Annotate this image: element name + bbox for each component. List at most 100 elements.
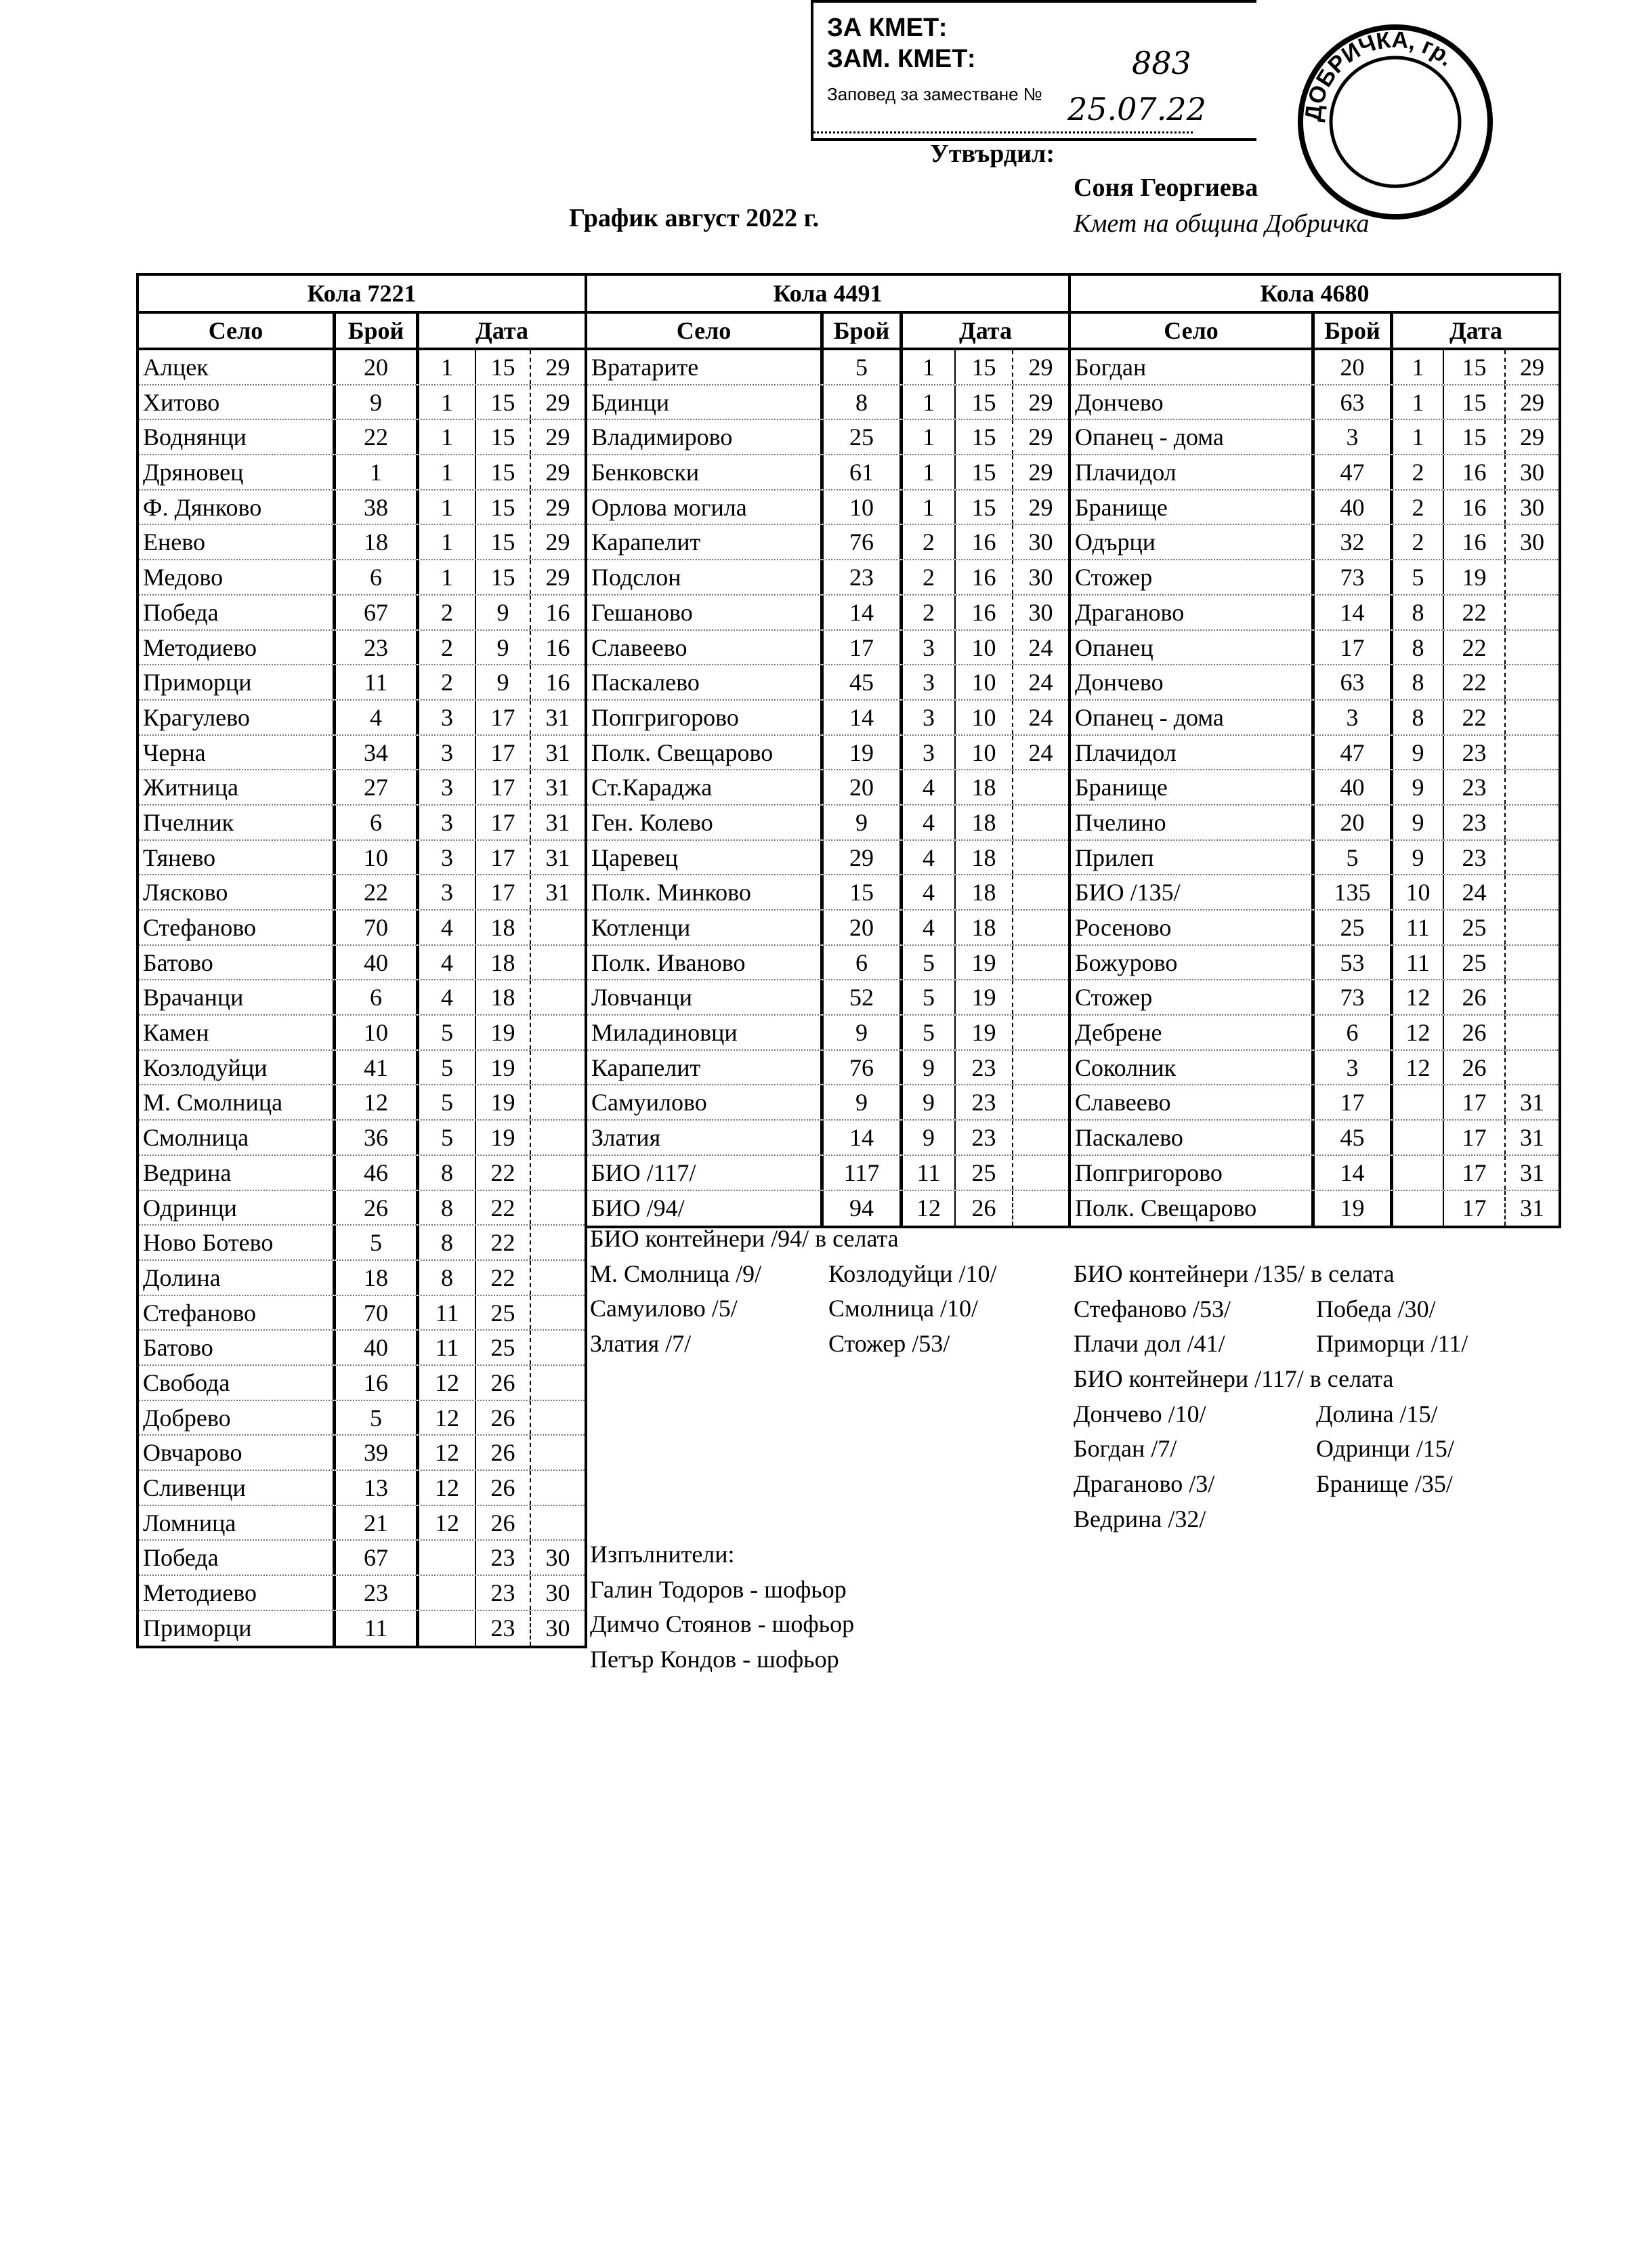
table-row: Батово 40 4 18 bbox=[139, 945, 585, 981]
date-cell: 3 bbox=[903, 630, 956, 665]
count-cell: 41 bbox=[336, 1050, 419, 1085]
date-cell bbox=[531, 1506, 585, 1540]
date-cell: 30 bbox=[1028, 598, 1053, 626]
table-row: Козлодуйци 41 5 19 bbox=[139, 1050, 585, 1086]
village-cell: Ф. Дянково bbox=[139, 490, 336, 524]
date-cell: 25 bbox=[476, 1331, 531, 1364]
date-cell: 10 bbox=[956, 630, 1013, 665]
count-cell: 6 bbox=[824, 945, 903, 980]
header-date: Дата bbox=[1449, 317, 1502, 344]
date-cell: 24 bbox=[1028, 703, 1053, 731]
count-cell: 14 bbox=[824, 1121, 903, 1154]
date-cell bbox=[1013, 1191, 1068, 1226]
date-cell: 26 bbox=[476, 1436, 531, 1469]
date-cell: 17 bbox=[476, 875, 531, 909]
date-cell: 26 bbox=[476, 1400, 531, 1435]
date-cell bbox=[531, 1366, 585, 1400]
village-cell: Одърци bbox=[1071, 525, 1315, 560]
date-cell bbox=[1506, 596, 1559, 629]
count-cell: 27 bbox=[336, 770, 419, 804]
date-cell: 12 bbox=[419, 1505, 476, 1540]
count-cell: 47 bbox=[1315, 455, 1393, 489]
table-row: Ловчанци 52 5 19 bbox=[587, 980, 1068, 1016]
table-row: Драганово 14 8 22 bbox=[1071, 595, 1559, 631]
date-cell: 2 bbox=[419, 630, 476, 665]
count-cell: 14 bbox=[824, 595, 903, 629]
date-cell: 2 bbox=[1393, 490, 1444, 524]
date-cell: 8 bbox=[1393, 665, 1444, 699]
village-cell: Стефаново bbox=[139, 1295, 336, 1330]
date-cell: 9 bbox=[1393, 805, 1444, 839]
date-cell: 15 bbox=[956, 490, 1013, 524]
count-cell: 76 bbox=[824, 525, 903, 560]
count-cell: 6 bbox=[336, 805, 419, 839]
village-cell: Черна bbox=[139, 735, 336, 770]
count-cell: 10 bbox=[336, 1016, 419, 1049]
date-cell bbox=[1393, 1155, 1444, 1190]
table-row: Бранище 40 2 16 30 bbox=[1071, 490, 1559, 526]
date-cell: 15 bbox=[956, 350, 1013, 384]
village-cell: Смолница bbox=[139, 1121, 336, 1154]
note-text: М. Смолница /9/ bbox=[590, 1259, 762, 1287]
table-row: Пчелник 6 3 17 31 bbox=[139, 805, 585, 841]
date-cell bbox=[531, 1226, 585, 1259]
count-cell: 45 bbox=[1315, 1121, 1393, 1154]
village-cell: Златия bbox=[587, 1121, 824, 1154]
date-cell: 29 bbox=[1520, 423, 1544, 451]
date-cell: 29 bbox=[545, 564, 570, 591]
date-cell: 8 bbox=[1393, 700, 1444, 734]
date-cell: 18 bbox=[476, 980, 531, 1015]
village-cell: Дончево bbox=[1071, 665, 1315, 699]
date-cell: 29 bbox=[1028, 493, 1053, 521]
note-text: Дончево /10/ bbox=[1074, 1400, 1206, 1427]
village-cell: Житница bbox=[139, 770, 336, 804]
date-cell: 23 bbox=[956, 1121, 1013, 1154]
executors: Изпълнители: Галин Тодоров - шофьор Димч… bbox=[590, 1537, 854, 1677]
date-cell: 12 bbox=[419, 1436, 476, 1469]
table-row: Дряновец 1 1 15 29 bbox=[139, 455, 585, 491]
table-row: Златия 14 9 23 bbox=[587, 1121, 1068, 1156]
date-cell: 23 bbox=[476, 1541, 531, 1575]
table-row: Методиево 23 23 30 bbox=[139, 1576, 585, 1611]
date-cell: 30 bbox=[1520, 459, 1544, 486]
date-cell: 29 bbox=[545, 354, 570, 381]
table-row: Опанец - дома 3 8 22 bbox=[1071, 700, 1559, 736]
date-cell: 16 bbox=[1444, 455, 1506, 489]
date-cell: 4 bbox=[903, 805, 956, 839]
date-cell: 30 bbox=[1028, 564, 1053, 591]
date-cell: 23 bbox=[1444, 735, 1506, 770]
date-cell bbox=[531, 1436, 585, 1469]
date-cell: 26 bbox=[1444, 1016, 1506, 1049]
vehicle-name: Кола 4491 bbox=[587, 276, 1068, 314]
date-cell: 2 bbox=[419, 595, 476, 629]
date-cell: 8 bbox=[419, 1226, 476, 1259]
date-cell: 15 bbox=[1444, 350, 1506, 384]
header-date: Дата bbox=[475, 317, 528, 344]
date-cell: 10 bbox=[1393, 875, 1444, 909]
count-cell: 39 bbox=[336, 1436, 419, 1469]
count-cell: 4 bbox=[336, 700, 419, 734]
header-count: Брой bbox=[336, 314, 419, 348]
date-cell bbox=[1013, 1085, 1068, 1119]
date-cell: 12 bbox=[419, 1400, 476, 1435]
date-cell: 9 bbox=[903, 1121, 956, 1154]
village-cell: Долина bbox=[139, 1260, 336, 1295]
village-cell: Соколник bbox=[1071, 1050, 1315, 1085]
date-cell: 29 bbox=[545, 459, 570, 486]
date-cell: 16 bbox=[1444, 525, 1506, 560]
date-cell: 31 bbox=[545, 808, 570, 836]
deputy-stamp: ЗА КМЕТ: ЗАМ. КМЕТ: Заповед за заместван… bbox=[811, 0, 1256, 141]
date-cell: 11 bbox=[1393, 945, 1444, 980]
table-row: Ст.Караджа 20 4 18 bbox=[587, 770, 1068, 806]
date-cell: 3 bbox=[419, 805, 476, 839]
table-row: Пчелино 20 9 23 bbox=[1071, 805, 1559, 841]
date-cell: 29 bbox=[1028, 354, 1053, 381]
date-cell: 10 bbox=[956, 665, 1013, 699]
header-village: Село bbox=[587, 314, 824, 348]
village-cell: Богдан bbox=[1071, 350, 1315, 384]
date-cell: 1 bbox=[419, 525, 476, 560]
village-cell: Хитово bbox=[139, 385, 336, 419]
village-cell: Камен bbox=[139, 1016, 336, 1049]
date-cell: 1 bbox=[419, 455, 476, 489]
date-cell: 23 bbox=[956, 1050, 1013, 1085]
